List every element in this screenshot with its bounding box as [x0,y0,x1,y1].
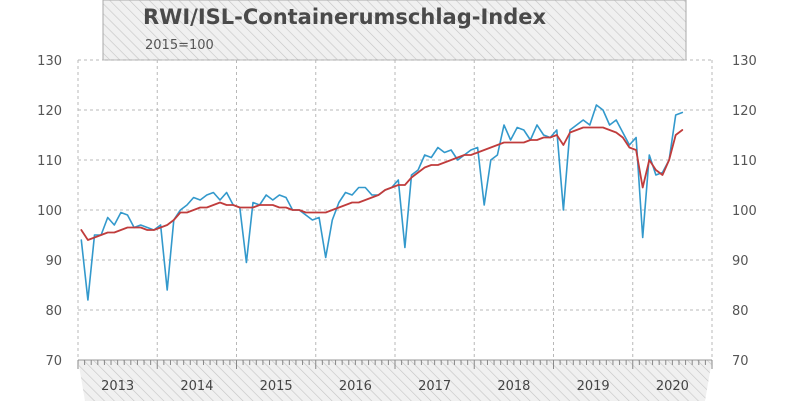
y-tick-label-left: 100 [37,204,62,219]
x-tick-label: 2019 [577,379,610,394]
y-tick-label-right: 120 [732,104,757,119]
y-tick-label-right: 70 [732,354,749,369]
y-tick-label-right: 90 [732,254,749,269]
x-tick-label: 2018 [497,379,530,394]
y-tick-label-right: 130 [732,54,757,69]
y-tick-label-left: 70 [45,354,62,369]
x-tick-label: 2013 [101,379,134,394]
y-axis-ticks: 70 70 80 80 90 90 100 100 110 110 120 120 130 130 [37,54,757,369]
x-axis-ticks: 2013 2014 2015 2016 2017 2018 2019 2020 [77,360,713,394]
y-tick-label-right: 100 [732,204,757,219]
year-band [78,360,712,401]
y-tick-label-left: 130 [37,54,62,69]
x-tick-label: 2020 [656,379,689,394]
title-banner [102,0,687,61]
y-tick-label-left: 80 [45,304,62,319]
chart-title: RWI/ISL-Containerumschlag-Index [143,5,546,29]
y-tick-label-right: 110 [732,154,757,169]
x-tick-label: 2017 [418,379,451,394]
y-tick-label-left: 90 [45,254,62,269]
x-tick-label: 2016 [339,379,372,394]
x-tick-label: 2015 [260,379,293,394]
y-tick-label-right: 80 [732,304,749,319]
y-tick-label-left: 110 [37,154,62,169]
series-line-index [80,104,684,301]
x-tick-label: 2014 [180,379,213,394]
series-lines [80,104,684,301]
chart-subtitle: 2015=100 [145,38,214,53]
y-tick-label-left: 120 [37,104,62,119]
series-line-trend [80,126,684,241]
grid [77,59,713,360]
